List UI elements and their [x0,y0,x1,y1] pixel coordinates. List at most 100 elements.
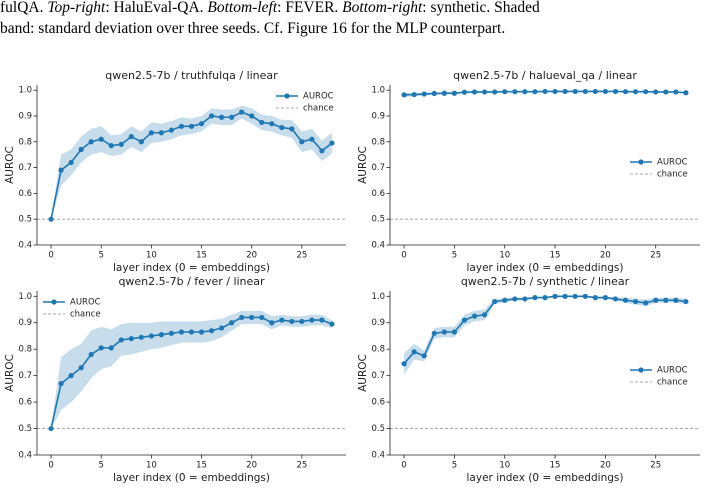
chart: qwen2.5-7b / halueval_qa / linear layer i… [357,69,700,274]
chart: qwen2.5-7b / truthfulqa / linear layer in… [4,69,346,274]
y-tick-label: 1.0 [18,292,32,302]
point [138,139,144,145]
point [532,89,538,95]
point [78,365,84,371]
point [653,89,659,95]
legend: AUROC chance [630,366,688,388]
point [471,313,478,319]
point [632,89,639,95]
point [108,143,114,149]
point [522,89,528,95]
y-tick-label: 0.7 [18,163,32,173]
y-tick-label: 0.5 [18,215,32,225]
x-axis-label: layer index (0 = embeddings) [467,472,624,484]
point [78,146,84,153]
y-tick-label: 1.0 [371,86,385,96]
point [208,328,215,334]
point [451,329,458,335]
point [138,334,144,340]
point [602,88,608,95]
point [632,298,639,305]
point [48,425,54,432]
std-band [51,105,332,220]
point [218,325,225,331]
y-tick-label: 0.6 [18,189,32,199]
point [411,349,417,355]
point [421,91,427,97]
caption-text: Top-right [47,0,106,16]
chart-title: qwen2.5-7b / fever / linear [118,275,265,288]
x-tick-label: 0 [401,251,406,261]
y-tick-label: 0.7 [18,371,32,381]
point [663,89,669,95]
point [612,296,619,302]
x-tick-label: 5 [98,251,103,261]
point [572,88,578,95]
point [622,89,629,95]
point [259,314,265,321]
x-tick-label: 5 [452,461,457,471]
y-tick-label: 0.4 [18,241,32,251]
point [562,88,568,95]
point [673,297,679,303]
point [289,318,295,325]
caption-text: Bottom-right [342,0,423,16]
caption-text: fulQA. [0,0,48,16]
point [198,121,205,127]
point [299,139,305,145]
legend-label: AUROC [70,298,101,308]
x-tick-label: 0 [48,461,53,471]
x-tick-label: 15 [550,251,561,261]
point [471,89,478,95]
point [229,114,235,120]
point [582,88,588,95]
legend: AUROC chance [276,92,334,114]
x-tick-label: 10 [146,251,157,261]
y-axis-label: AUROC [4,146,16,184]
point [492,89,498,95]
y-tick-label: 1.0 [18,86,32,96]
point [158,332,165,338]
legend-label: chance [657,170,688,180]
point [168,330,175,336]
point [572,293,578,299]
y-tick-label: 0.9 [18,318,32,328]
point [188,329,195,335]
y-tick-label: 0.8 [371,137,385,147]
point [319,317,325,323]
point [431,90,437,97]
point [118,337,124,343]
point [239,314,245,321]
y-tick-label: 0.4 [371,241,385,251]
y-tick-label: 0.6 [371,189,385,199]
point [158,130,165,136]
point [128,134,134,140]
point [279,124,285,131]
point [592,88,598,95]
y-axis-label: AUROC [4,354,16,392]
point [329,140,335,146]
y-tick-label: 0.6 [18,398,32,408]
point [249,314,255,321]
chart-title: qwen2.5-7b / synthetic / linear [461,275,630,288]
point [542,88,548,95]
x-tick-label: 20 [246,461,257,471]
point [239,109,245,115]
point [602,295,608,301]
point [653,297,659,303]
y-tick-label: 0.7 [371,371,385,381]
x-tick-label: 15 [550,461,561,471]
x-axis-label: layer index (0 = embeddings) [113,472,270,484]
point [411,91,417,98]
y-tick-label: 0.4 [371,451,385,461]
point [622,297,629,303]
chart: qwen2.5-7b / synthetic / linear layer ind… [357,275,700,484]
y-axis-label: AUROC [357,354,369,392]
y-tick-label: 0.8 [371,345,385,355]
y-tick-label: 0.8 [18,345,32,355]
legend-label: chance [70,310,101,320]
point [431,330,437,336]
point [148,333,154,339]
x-tick-label: 25 [296,461,307,471]
point [552,293,558,299]
